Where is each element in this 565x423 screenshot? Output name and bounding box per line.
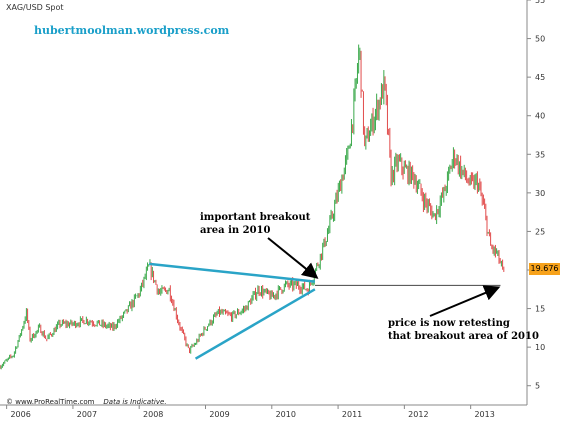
trendline-2 — [194, 288, 316, 360]
footer-site: © www.ProRealTime.com — [6, 398, 95, 406]
x-tick-label: 2013 — [474, 410, 494, 419]
arrow-breakout — [267, 237, 319, 279]
annotation-retest-line2: that breakout area of 2010 — [388, 331, 539, 342]
annotation-breakout-line1: important breakout — [200, 212, 311, 223]
trendline-1 — [149, 262, 316, 283]
y-tick-label: 15 — [535, 305, 545, 314]
y-tick-label: 50 — [535, 35, 545, 44]
x-tick-label: 2010 — [276, 410, 296, 419]
axes: 5101520253035404550552006200720082009201… — [0, 0, 545, 419]
annotation-breakout: important breakout area in 2010 — [200, 211, 310, 237]
x-tick-label: 2012 — [408, 410, 428, 419]
x-tick-label: 2006 — [10, 410, 30, 419]
y-tick-label: 30 — [535, 189, 545, 198]
annotation-retest: price is now retesting that breakout are… — [388, 317, 539, 343]
blog-url: hubertmoolman.wordpress.com — [34, 24, 230, 37]
chart-title: XAG/USD Spot — [6, 3, 64, 12]
y-tick-label: 10 — [535, 343, 545, 352]
price-marks — [0, 44, 505, 370]
y-tick-label: 5 — [535, 382, 540, 391]
arrow-retest — [429, 285, 501, 317]
y-tick-label: 35 — [535, 150, 545, 159]
x-tick-label: 2007 — [77, 410, 97, 419]
annotation-retest-line1: price is now retesting — [388, 318, 510, 329]
x-tick-label: 2008 — [143, 410, 163, 419]
y-tick-label: 40 — [535, 112, 545, 121]
y-tick-label: 55 — [535, 0, 545, 5]
overlays — [149, 237, 501, 360]
y-tick-label: 45 — [535, 73, 545, 82]
footer-note: Data is Indicative. — [103, 398, 167, 406]
chart-footer: © www.ProRealTime.com Data is Indicative… — [6, 398, 167, 406]
annotation-breakout-line2: area in 2010 — [200, 225, 271, 236]
x-tick-label: 2011 — [342, 410, 362, 419]
y-tick-label: 25 — [535, 227, 545, 236]
last-price-badge: 19.676 — [529, 263, 560, 275]
x-tick-label: 2009 — [209, 410, 229, 419]
